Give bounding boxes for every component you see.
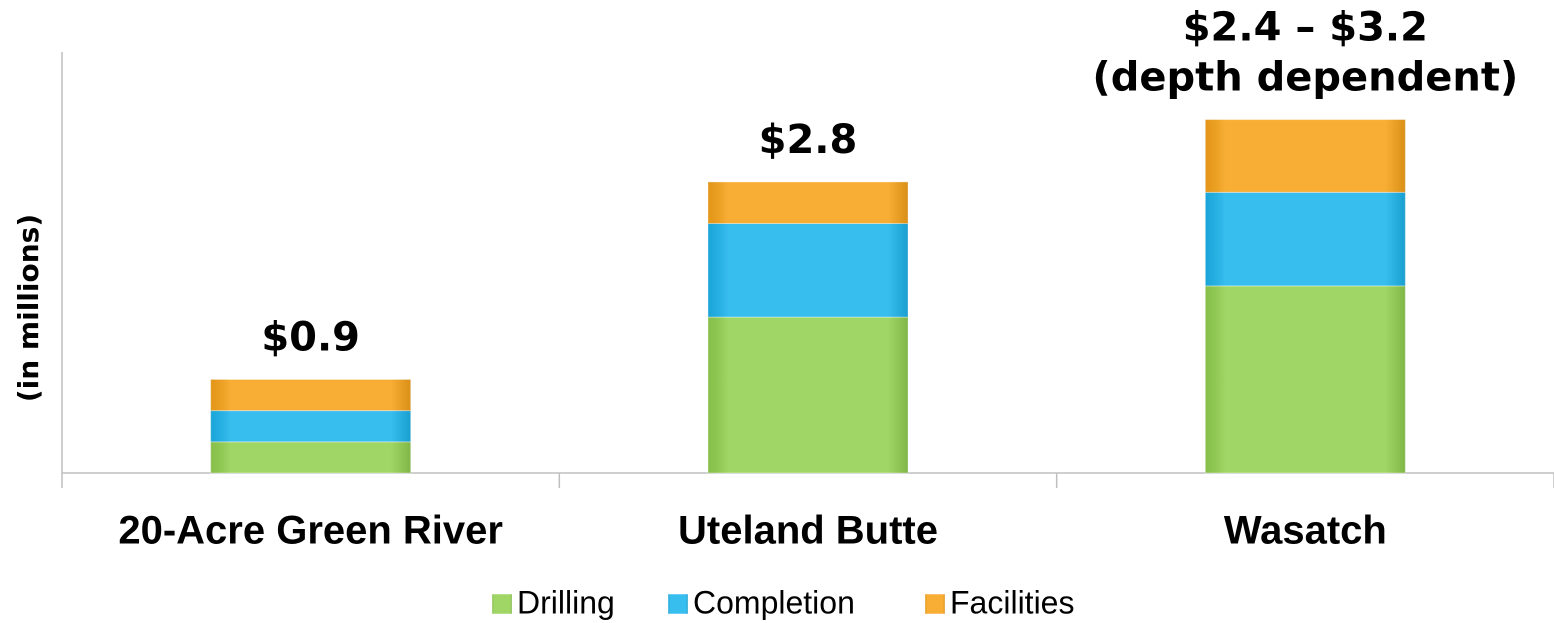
bar-shade	[708, 317, 908, 473]
bar-total-label: $2.8	[759, 117, 858, 163]
y-axis-label: (in millions)	[12, 214, 45, 402]
bar-total-label: (depth dependent)	[1092, 55, 1518, 101]
bar-total-label: $2.4 – $3.2	[1183, 5, 1428, 51]
bar-total-label: $0.9	[261, 314, 360, 360]
bar-shade	[1205, 192, 1406, 286]
legend-swatch-shade	[668, 594, 688, 614]
x-tick-label: Wasatch	[1224, 509, 1387, 553]
bar-shade	[708, 223, 908, 318]
bar-shade	[210, 410, 411, 442]
legend-label: Drilling	[517, 584, 615, 620]
bar-shade	[1205, 119, 1406, 193]
bar-shade	[210, 379, 411, 411]
x-tick-label: 20-Acre Green River	[118, 509, 503, 553]
bar-shade	[210, 441, 411, 473]
legend-label: Completion	[693, 584, 855, 620]
legend-swatch-shade	[925, 594, 945, 614]
legend-label: Facilities	[950, 584, 1074, 620]
legend-swatch-shade	[492, 594, 512, 614]
bar-shade	[708, 181, 908, 224]
x-tick-label: Uteland Butte	[678, 509, 938, 553]
bar-shade	[1205, 285, 1406, 473]
